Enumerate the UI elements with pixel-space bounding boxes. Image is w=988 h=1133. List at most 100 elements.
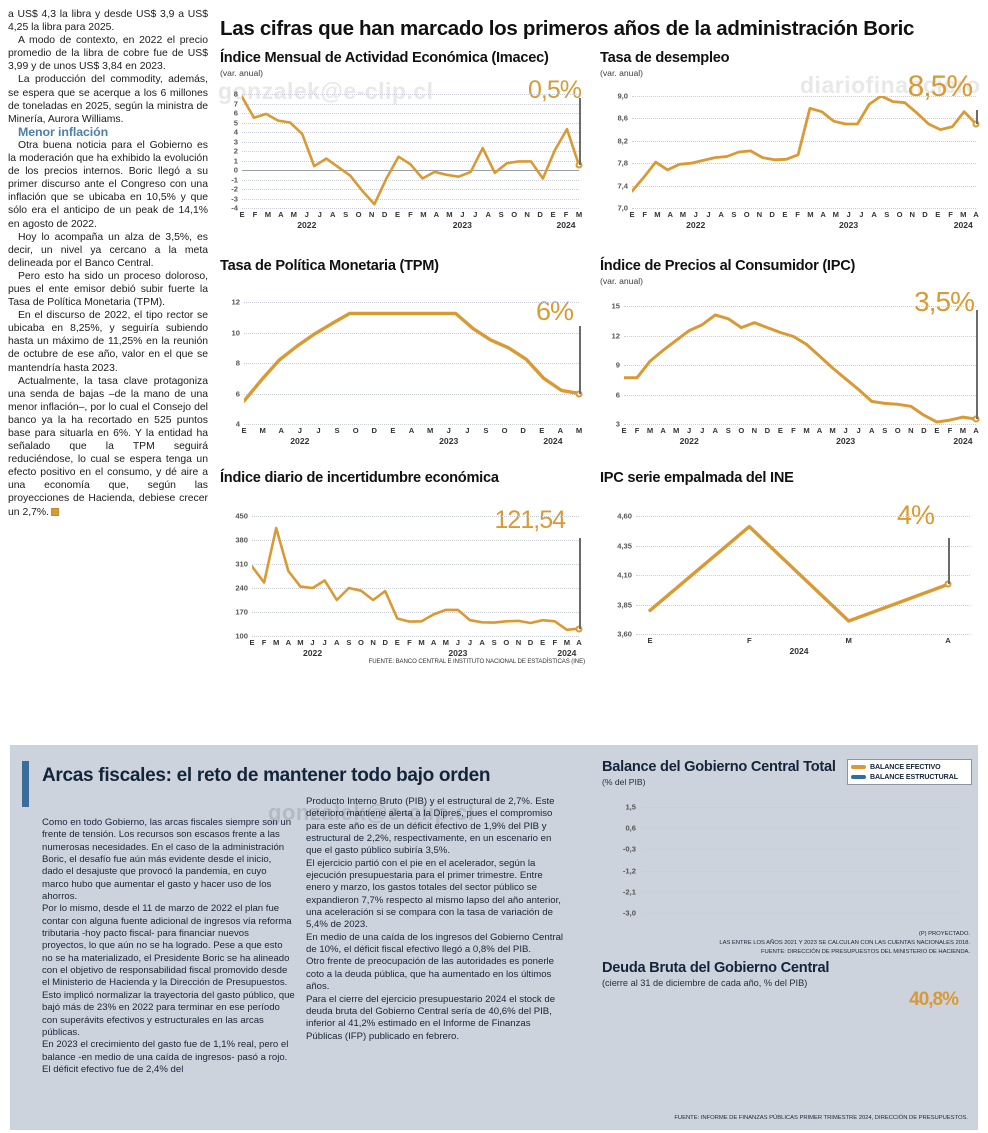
x-axis-tick-label: M xyxy=(845,636,852,645)
x-axis-tick-label: O xyxy=(501,426,508,435)
x-axis-tick-label: S xyxy=(498,210,504,219)
x-axis-tick-label: N xyxy=(370,638,376,647)
gridline xyxy=(242,113,579,114)
x-axis-tick-label: O xyxy=(352,426,359,435)
x-axis-tick-label: A xyxy=(712,426,718,435)
x-axis-tick-label: M xyxy=(426,426,434,435)
callout-leader-line xyxy=(579,538,581,629)
legend-item: BALANCE ESTRUCTURAL xyxy=(851,772,967,782)
x-axis-tick-label: M xyxy=(829,426,836,435)
x-axis-year-label: 2024 xyxy=(543,436,563,446)
x-axis-tick-label: N xyxy=(756,210,763,219)
x-axis-tick-label: E xyxy=(782,210,788,219)
x-axis-tick-label: F xyxy=(252,210,258,219)
x-axis-tick-label: D xyxy=(922,210,928,219)
chart-title: Tasa de desempleo xyxy=(600,50,730,66)
gridline xyxy=(632,208,976,209)
x-axis-tick-label: M xyxy=(446,210,453,219)
chart-callout-value: 0,5% xyxy=(528,76,582,104)
x-axis-tick-label: M xyxy=(803,426,810,435)
left-article-column: a US$ 4,3 la libra y desde US$ 3,9 a US$… xyxy=(8,8,208,708)
x-axis-tick-label: O xyxy=(511,210,518,219)
x-axis-year-label: 2022 xyxy=(679,436,699,446)
x-axis-tick-label: N xyxy=(909,210,916,219)
gridline xyxy=(624,394,976,396)
y-axis-tick-label: 9,0 xyxy=(617,91,628,101)
x-axis-tick-label: M xyxy=(259,426,266,435)
data-series-line xyxy=(624,313,976,424)
x-axis-tick-label: S xyxy=(725,426,731,435)
y-axis-tick-label: 8,2 xyxy=(617,136,628,146)
chart-plot-area: 1,5 0,6 -0,3 -1,2 -2,1 -3,0 xyxy=(623,803,962,918)
gridline xyxy=(244,332,579,334)
x-axis-tick-label: F xyxy=(563,210,569,219)
x-axis-tick-label: J xyxy=(700,426,705,435)
gridline xyxy=(636,516,970,517)
y-axis-tick-label: 4,35 xyxy=(617,541,632,550)
x-axis-tick-label: F xyxy=(552,638,558,647)
x-axis-tick-label: N xyxy=(524,210,530,219)
chart-desempleo: Tasa de desempleo (var. anual) 8,5% 9,0 8… xyxy=(600,50,982,235)
gridline xyxy=(242,179,579,181)
chart-ipc-ine: IPC serie empalmada del INE 4% 4,60 4,35 4… xyxy=(600,470,982,660)
x-axis-tick-label: N xyxy=(751,426,758,435)
x-axis-tick-label: D xyxy=(520,426,526,435)
paragraph: Producto Interno Bruto (PIB) y el estruc… xyxy=(306,796,555,857)
y-axis-tick-label: 4,10 xyxy=(617,570,632,580)
y-axis-tick-label: 7,4 xyxy=(617,181,628,191)
gridline xyxy=(632,185,976,187)
x-axis-tick-label: D xyxy=(769,210,775,219)
data-series-line xyxy=(242,95,579,206)
x-axis-year-label: 2024 xyxy=(556,220,576,230)
x-axis-tick-label: D xyxy=(764,426,771,435)
x-axis-tick-label: F xyxy=(947,426,953,435)
y-axis-tick-label: 240 xyxy=(235,583,248,593)
gridline xyxy=(244,363,579,364)
gridline xyxy=(242,151,579,152)
x-axis-tick-label: O xyxy=(355,210,362,219)
legend-item: BALANCE EFECTIVO xyxy=(851,762,967,772)
gridline xyxy=(624,335,976,337)
x-axis-tick-label: J xyxy=(693,210,698,219)
x-axis-tick-label: O xyxy=(358,638,364,647)
x-axis-tick-label: E xyxy=(239,210,245,219)
chart-note-2: FUENTE: DIRECCIÓN DE PRESUPUESTOS DEL MI… xyxy=(760,949,970,955)
y-axis-tick-label: 7,8 xyxy=(617,158,628,168)
chart-title: Tasa de Política Monetaria (TPM) xyxy=(220,258,439,274)
x-axis-tick-label: M xyxy=(563,638,571,647)
x-axis-tick-label: A xyxy=(820,210,826,219)
y-axis-tick-label: 12 xyxy=(231,297,240,307)
data-series-line xyxy=(648,524,950,623)
gridline xyxy=(242,94,579,95)
x-axis-tick-label: M xyxy=(420,210,427,219)
page-title: Las cifras que han marcado los primeros … xyxy=(220,17,915,40)
x-axis-tick-label: F xyxy=(795,210,800,219)
x-axis-tick-label: D xyxy=(527,638,534,647)
x-axis-tick-label: J xyxy=(316,426,321,435)
x-axis-tick-label: A xyxy=(945,636,951,645)
x-axis-tick-label: A xyxy=(576,638,582,647)
x-axis-tick-label: D xyxy=(382,638,388,647)
x-axis-tick-label: A xyxy=(718,210,724,219)
x-axis-tick-label: A xyxy=(973,210,979,219)
x-axis-tick-label: E xyxy=(394,210,401,219)
x-axis-tick-label: E xyxy=(249,638,255,647)
x-axis-tick-label: E xyxy=(540,638,546,647)
x-axis-tick-label: J xyxy=(322,638,327,647)
callout-leader-line xyxy=(579,326,581,394)
y-axis-tick-label: 3,85 xyxy=(617,600,632,609)
data-series-line xyxy=(244,311,579,403)
gridline xyxy=(252,636,579,637)
y-axis-tick-label: -2,1 xyxy=(622,887,636,897)
x-axis-tick-label: J xyxy=(455,638,460,647)
x-axis-tick-label: E xyxy=(934,426,940,435)
legend-label: BALANCE EFECTIVO xyxy=(870,763,941,771)
gridline xyxy=(244,302,579,303)
y-axis-tick-label: -0,3 xyxy=(622,844,636,854)
x-axis-year-label: 2024 xyxy=(557,648,577,658)
x-axis-tick-label: F xyxy=(747,636,752,645)
y-axis-tick-label: 1 xyxy=(233,156,238,165)
x-axis-tick-label: A xyxy=(278,426,284,435)
legend-label: BALANCE ESTRUCTURAL xyxy=(870,773,958,781)
x-axis-tick-label: M xyxy=(646,426,654,435)
